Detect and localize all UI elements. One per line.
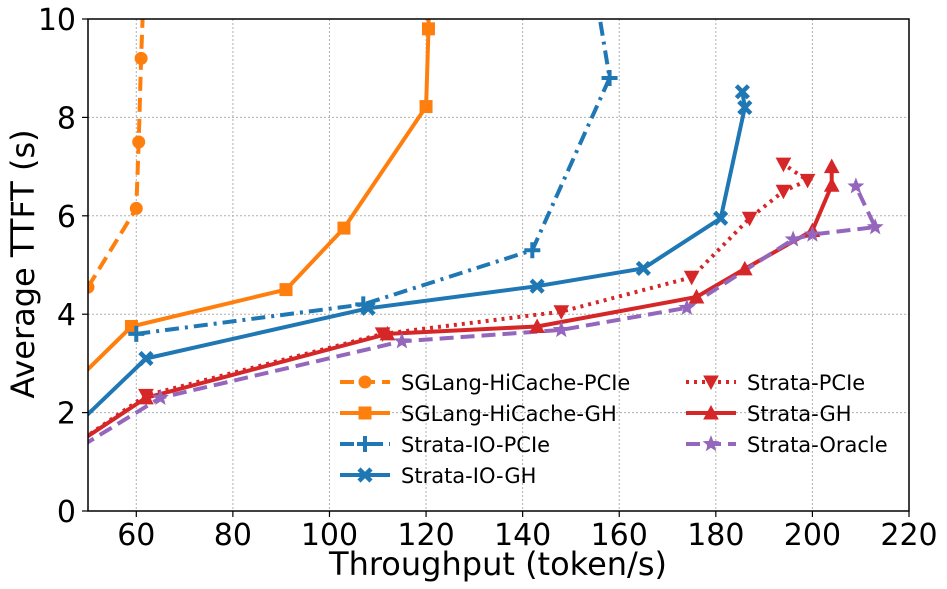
point-strata-pcie (775, 157, 792, 173)
series-line-strata-io-gh (88, 91, 747, 417)
legend-label-strata-io-gh: Strata-IO-GH (401, 464, 536, 488)
y-axis-label: Average TTFT (s) (4, 129, 42, 398)
point-strata-io-pcie (128, 325, 145, 342)
legend: SGLang-HiCache-PCIe SGLang-HiCache-GH Stra… (340, 371, 888, 488)
legend-label-sglang-hicache-gh: SGLang-HiCache-GH (401, 402, 617, 426)
point-sglang-hicache-gh (337, 221, 351, 235)
point-strata-io-gh (529, 278, 545, 294)
x-tick-label: 200 (784, 518, 841, 553)
point-strata-gh (823, 177, 840, 192)
y-tick-label: 4 (57, 298, 76, 333)
y-tick-label: 2 (57, 397, 76, 432)
point-strata-io-gh (360, 300, 376, 316)
point-strata-io-gh (734, 84, 750, 100)
point-strata-pcie (741, 211, 758, 227)
y-tick-label: 6 (57, 200, 76, 235)
point-strata-gh (688, 288, 705, 304)
point-strata-oracle (393, 332, 411, 349)
x-tick-label: 100 (301, 518, 358, 553)
point-sglang-hicache-gh (421, 22, 435, 36)
legend-marker-strata-io-gh (357, 467, 373, 483)
point-sglang-hicache-pcie (134, 51, 148, 65)
point-strata-io-pcie (601, 70, 618, 87)
point-strata-oracle (784, 230, 802, 247)
point-strata-pcie (799, 173, 816, 189)
series-line-strata-io-pcie (136, 19, 612, 336)
point-strata-pcie (683, 270, 700, 286)
legend-marker-strata-io-pcie (357, 436, 373, 452)
point-strata-io-gh (635, 260, 651, 277)
legend-marker-sglang-hicache-gh (358, 406, 372, 420)
series-line-strata-pcie (88, 162, 810, 438)
x-axis-label: Throughput (token/s) (328, 545, 667, 583)
marker-layer (88, 22, 884, 406)
y-tick-label: 0 (57, 495, 76, 530)
point-strata-gh (138, 389, 154, 405)
point-strata-io-gh (737, 99, 753, 116)
point-strata-gh (529, 318, 545, 333)
legend-label-strata-gh: Strata-GH (747, 402, 852, 426)
point-strata-gh (379, 325, 396, 341)
point-strata-oracle (678, 298, 696, 316)
x-tick-label: 160 (591, 518, 648, 553)
legend-marker-strata-pcie (703, 375, 719, 391)
point-strata-gh (823, 158, 840, 174)
point-strata-pcie (775, 184, 792, 200)
point-strata-oracle (866, 218, 884, 235)
axis-ticks: 60 80 100 120 140 160 180 200 220 0 2 4 6 8 10 (38, 3, 938, 553)
point-sglang-hicache-gh (279, 283, 293, 297)
series-line-strata-oracle (88, 185, 878, 445)
legend-marker-strata-gh (703, 404, 719, 420)
point-sglang-hicache-gh (419, 100, 433, 114)
x-tick-label: 220 (880, 518, 937, 553)
point-sglang-hicache-pcie (129, 201, 143, 215)
point-strata-io-pcie (524, 242, 541, 259)
x-tick-label: 180 (687, 518, 744, 553)
point-strata-io-gh (138, 350, 154, 367)
point-sglang-hicache-pcie (132, 135, 146, 149)
point-strata-io-gh (713, 210, 729, 226)
legend-marker-strata-oracle (702, 435, 720, 452)
legend-label-strata-io-pcie: Strata-IO-PCIe (401, 433, 550, 457)
point-strata-oracle (552, 320, 570, 338)
y-tick-label: 10 (38, 3, 76, 38)
point-sglang-hicache-pcie (88, 280, 95, 294)
legend-label-sglang-hicache-pcie: SGLang-HiCache-PCIe (401, 371, 630, 395)
x-tick-label: 80 (214, 518, 252, 553)
x-tick-label: 120 (397, 518, 454, 553)
point-strata-gh (736, 260, 753, 276)
legend-label-strata-pcie: Strata-PCIe (747, 371, 865, 395)
y-tick-label: 8 (57, 101, 76, 136)
point-strata-pcie (553, 305, 570, 320)
point-strata-oracle (803, 225, 821, 242)
x-tick-label: 60 (117, 518, 155, 553)
x-tick-label: 140 (494, 518, 551, 553)
legend-marker-sglang-hicache-pcie (358, 375, 372, 389)
plot-frame (87, 18, 910, 512)
legend-label-strata-oracle: Strata-Oracle (747, 433, 888, 457)
point-strata-oracle (847, 177, 865, 194)
point-strata-oracle (151, 388, 169, 406)
